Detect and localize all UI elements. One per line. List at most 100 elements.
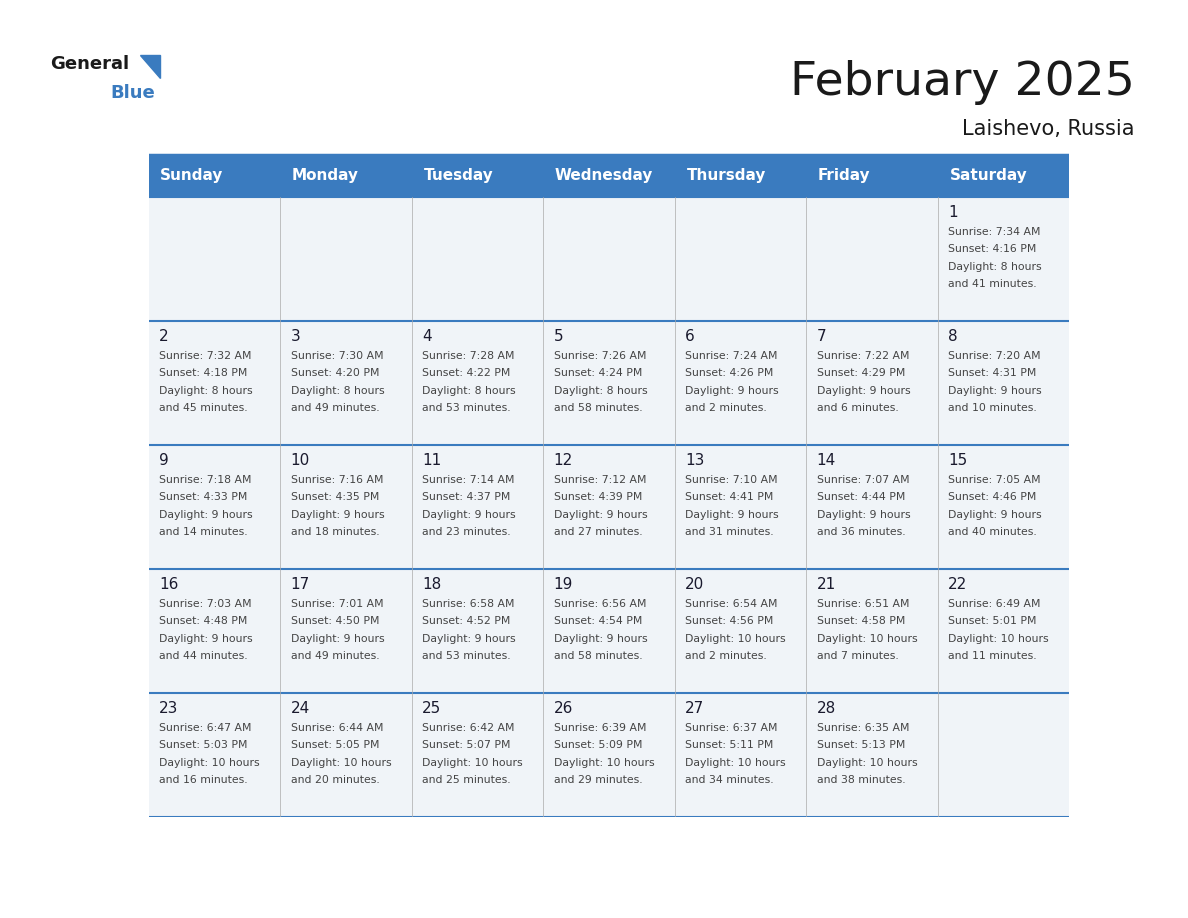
Text: and 49 minutes.: and 49 minutes. (291, 651, 379, 661)
Text: General: General (50, 55, 129, 73)
Text: Sunset: 4:41 PM: Sunset: 4:41 PM (685, 492, 773, 502)
Text: Sunset: 4:35 PM: Sunset: 4:35 PM (291, 492, 379, 502)
Text: and 36 minutes.: and 36 minutes. (816, 527, 905, 537)
FancyBboxPatch shape (280, 693, 411, 817)
Text: Sunrise: 7:22 AM: Sunrise: 7:22 AM (816, 351, 909, 361)
Text: 3: 3 (291, 329, 301, 343)
Text: Daylight: 9 hours: Daylight: 9 hours (554, 633, 647, 644)
Text: Sunrise: 6:54 AM: Sunrise: 6:54 AM (685, 599, 778, 609)
Text: Sunset: 4:52 PM: Sunset: 4:52 PM (422, 616, 511, 626)
Text: 26: 26 (554, 700, 573, 716)
FancyBboxPatch shape (937, 197, 1069, 321)
Text: Sunset: 5:09 PM: Sunset: 5:09 PM (554, 740, 642, 750)
Text: Sunrise: 7:28 AM: Sunrise: 7:28 AM (422, 351, 514, 361)
Text: Wednesday: Wednesday (555, 168, 653, 184)
Text: Daylight: 8 hours: Daylight: 8 hours (948, 262, 1042, 272)
Text: 12: 12 (554, 453, 573, 468)
Text: and 58 minutes.: and 58 minutes. (554, 651, 643, 661)
Text: Sunset: 4:50 PM: Sunset: 4:50 PM (291, 616, 379, 626)
Text: Sunrise: 7:01 AM: Sunrise: 7:01 AM (291, 599, 384, 609)
FancyBboxPatch shape (148, 445, 280, 569)
Text: Sunrise: 7:26 AM: Sunrise: 7:26 AM (554, 351, 646, 361)
FancyBboxPatch shape (411, 693, 543, 817)
Text: Daylight: 9 hours: Daylight: 9 hours (816, 509, 910, 520)
Text: Friday: Friday (819, 168, 871, 184)
Text: Daylight: 8 hours: Daylight: 8 hours (159, 386, 253, 396)
FancyBboxPatch shape (675, 321, 807, 445)
Text: and 7 minutes.: and 7 minutes. (816, 651, 898, 661)
Text: Sunset: 4:58 PM: Sunset: 4:58 PM (816, 616, 905, 626)
Text: Sunset: 4:20 PM: Sunset: 4:20 PM (291, 368, 379, 378)
Text: and 6 minutes.: and 6 minutes. (816, 403, 898, 413)
Text: 16: 16 (159, 577, 178, 592)
Text: Tuesday: Tuesday (423, 168, 493, 184)
FancyBboxPatch shape (675, 569, 807, 693)
Text: Sunrise: 6:49 AM: Sunrise: 6:49 AM (948, 599, 1041, 609)
FancyBboxPatch shape (280, 445, 411, 569)
Text: Daylight: 10 hours: Daylight: 10 hours (422, 757, 523, 767)
Text: Daylight: 9 hours: Daylight: 9 hours (816, 386, 910, 396)
FancyBboxPatch shape (807, 693, 937, 817)
Text: Sunrise: 6:56 AM: Sunrise: 6:56 AM (554, 599, 646, 609)
Text: and 29 minutes.: and 29 minutes. (554, 775, 643, 785)
Text: and 14 minutes.: and 14 minutes. (159, 527, 247, 537)
Text: Sunset: 5:03 PM: Sunset: 5:03 PM (159, 740, 247, 750)
Text: 19: 19 (554, 577, 573, 592)
FancyBboxPatch shape (148, 693, 280, 817)
FancyBboxPatch shape (148, 155, 1069, 197)
Text: Sunrise: 6:37 AM: Sunrise: 6:37 AM (685, 723, 778, 733)
FancyBboxPatch shape (280, 569, 411, 693)
Text: Sunrise: 6:39 AM: Sunrise: 6:39 AM (554, 723, 646, 733)
Text: 8: 8 (948, 329, 958, 343)
Text: 15: 15 (948, 453, 967, 468)
Text: 18: 18 (422, 577, 441, 592)
Text: and 45 minutes.: and 45 minutes. (159, 403, 247, 413)
Text: 11: 11 (422, 453, 441, 468)
Text: and 40 minutes.: and 40 minutes. (948, 527, 1037, 537)
FancyBboxPatch shape (675, 445, 807, 569)
Text: Daylight: 9 hours: Daylight: 9 hours (422, 633, 516, 644)
Text: Daylight: 10 hours: Daylight: 10 hours (816, 757, 917, 767)
Text: 17: 17 (291, 577, 310, 592)
Text: 14: 14 (816, 453, 836, 468)
Text: 22: 22 (948, 577, 967, 592)
FancyBboxPatch shape (280, 197, 411, 321)
FancyBboxPatch shape (543, 569, 675, 693)
Text: Daylight: 10 hours: Daylight: 10 hours (948, 633, 1049, 644)
Text: Sunset: 4:33 PM: Sunset: 4:33 PM (159, 492, 247, 502)
Text: 21: 21 (816, 577, 836, 592)
Text: 25: 25 (422, 700, 441, 716)
Text: Sunset: 4:16 PM: Sunset: 4:16 PM (948, 244, 1037, 254)
Text: Laishevo, Russia: Laishevo, Russia (962, 119, 1135, 140)
Text: and 44 minutes.: and 44 minutes. (159, 651, 247, 661)
Text: and 53 minutes.: and 53 minutes. (422, 651, 511, 661)
Text: Sunset: 4:18 PM: Sunset: 4:18 PM (159, 368, 247, 378)
Text: Sunrise: 7:07 AM: Sunrise: 7:07 AM (816, 475, 909, 485)
Text: Daylight: 9 hours: Daylight: 9 hours (685, 509, 779, 520)
Text: Sunset: 4:39 PM: Sunset: 4:39 PM (554, 492, 642, 502)
Text: Sunset: 4:24 PM: Sunset: 4:24 PM (554, 368, 642, 378)
Text: 28: 28 (816, 700, 836, 716)
Text: Daylight: 9 hours: Daylight: 9 hours (291, 509, 384, 520)
Text: Sunrise: 7:24 AM: Sunrise: 7:24 AM (685, 351, 778, 361)
Text: Sunset: 4:56 PM: Sunset: 4:56 PM (685, 616, 773, 626)
Text: Blue: Blue (110, 84, 156, 103)
FancyBboxPatch shape (807, 569, 937, 693)
Text: and 18 minutes.: and 18 minutes. (291, 527, 379, 537)
Text: 24: 24 (291, 700, 310, 716)
FancyBboxPatch shape (411, 197, 543, 321)
Text: 6: 6 (685, 329, 695, 343)
Text: 4: 4 (422, 329, 431, 343)
Text: Sunset: 4:31 PM: Sunset: 4:31 PM (948, 368, 1037, 378)
FancyBboxPatch shape (543, 445, 675, 569)
FancyBboxPatch shape (543, 693, 675, 817)
FancyBboxPatch shape (675, 197, 807, 321)
Text: 5: 5 (554, 329, 563, 343)
Text: Daylight: 9 hours: Daylight: 9 hours (159, 509, 253, 520)
FancyBboxPatch shape (937, 445, 1069, 569)
FancyBboxPatch shape (807, 321, 937, 445)
FancyBboxPatch shape (543, 197, 675, 321)
Text: Daylight: 9 hours: Daylight: 9 hours (422, 509, 516, 520)
Text: Sunrise: 7:30 AM: Sunrise: 7:30 AM (291, 351, 384, 361)
Text: Daylight: 9 hours: Daylight: 9 hours (685, 386, 779, 396)
